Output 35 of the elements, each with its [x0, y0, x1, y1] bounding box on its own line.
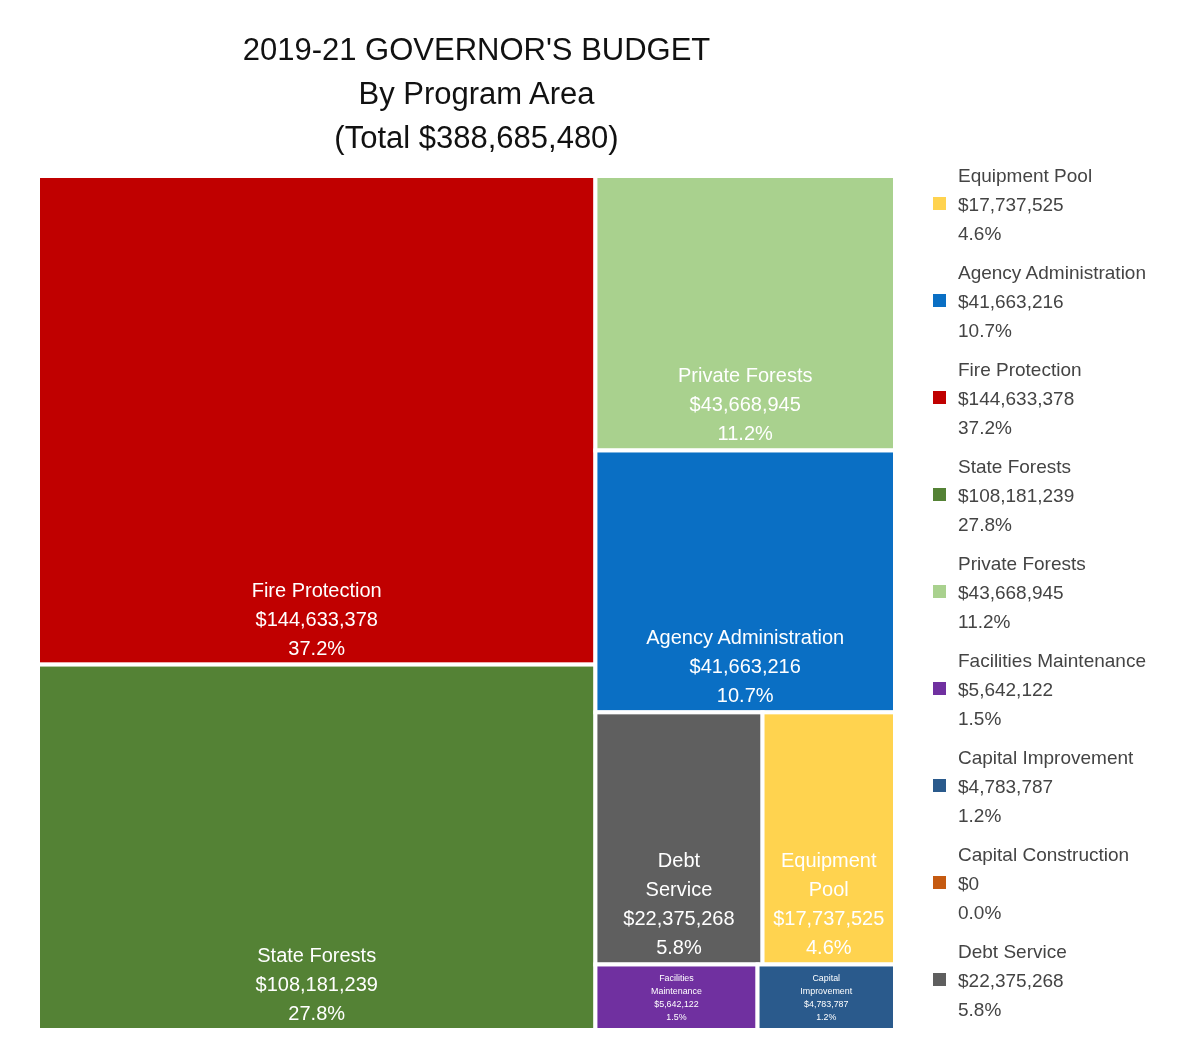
category-label: Debt Service: [958, 941, 1067, 962]
category-label: Debt Service: [645, 849, 713, 901]
category-label: Equipment Pool: [780, 849, 877, 901]
category-label: State Forests: [958, 456, 1071, 477]
category-label: Facilities Maintenance: [651, 973, 702, 997]
data-label: $4,783,787 1.2%: [804, 999, 849, 1022]
data-label: $41,663,216 10.7%: [689, 655, 801, 707]
category-label: Fire Protection: [251, 578, 382, 601]
data-label: $5,642,122 1.5%: [654, 999, 699, 1022]
text: $43,668,945 11.2%: [958, 582, 1064, 632]
text: $144,633,378 37.2%: [958, 388, 1075, 438]
category-label: Capital Improvement: [958, 747, 1135, 768]
text: $41,663,216 10.7%: [958, 291, 1064, 341]
category-label: Capital Construction: [958, 844, 1130, 865]
category-label: Agency Administration: [958, 262, 1146, 283]
data-label: $43,668,945 11.2%: [689, 393, 801, 445]
text: $22,375,268 5.8%: [958, 970, 1064, 1020]
category-label: Private Forests: [677, 364, 813, 387]
category-label: Private Forests: [958, 553, 1086, 574]
text: 2019-21 GOVERNOR'S BUDGET By Program Area (Total $388,685,480): [242, 32, 711, 155]
category-label: Equipment Pool: [958, 165, 1093, 186]
text: $5,642,122 1.5%: [958, 679, 1054, 729]
category-label: Fire Protection: [958, 359, 1082, 380]
category-label: Agency Administration: [646, 626, 845, 649]
text: $108,181,239 27.8%: [958, 485, 1075, 535]
category-label: State Forests: [257, 944, 377, 966]
data-label: $22,375,268 5.8%: [623, 907, 735, 959]
data-label: $17,737,525 4.6%: [773, 907, 885, 959]
data-label: $108,181,239 27.8%: [255, 973, 378, 1024]
text: $17,737,525 4.6%: [958, 194, 1064, 244]
data-label: $0 0.0%: [958, 873, 1002, 923]
category-label: Facilities Maintenance: [958, 650, 1146, 671]
category-label: Capital Improvement: [800, 973, 853, 997]
text: $4,783,787 1.2%: [958, 776, 1054, 826]
data-label: $144,633,378 37.2%: [255, 607, 378, 659]
